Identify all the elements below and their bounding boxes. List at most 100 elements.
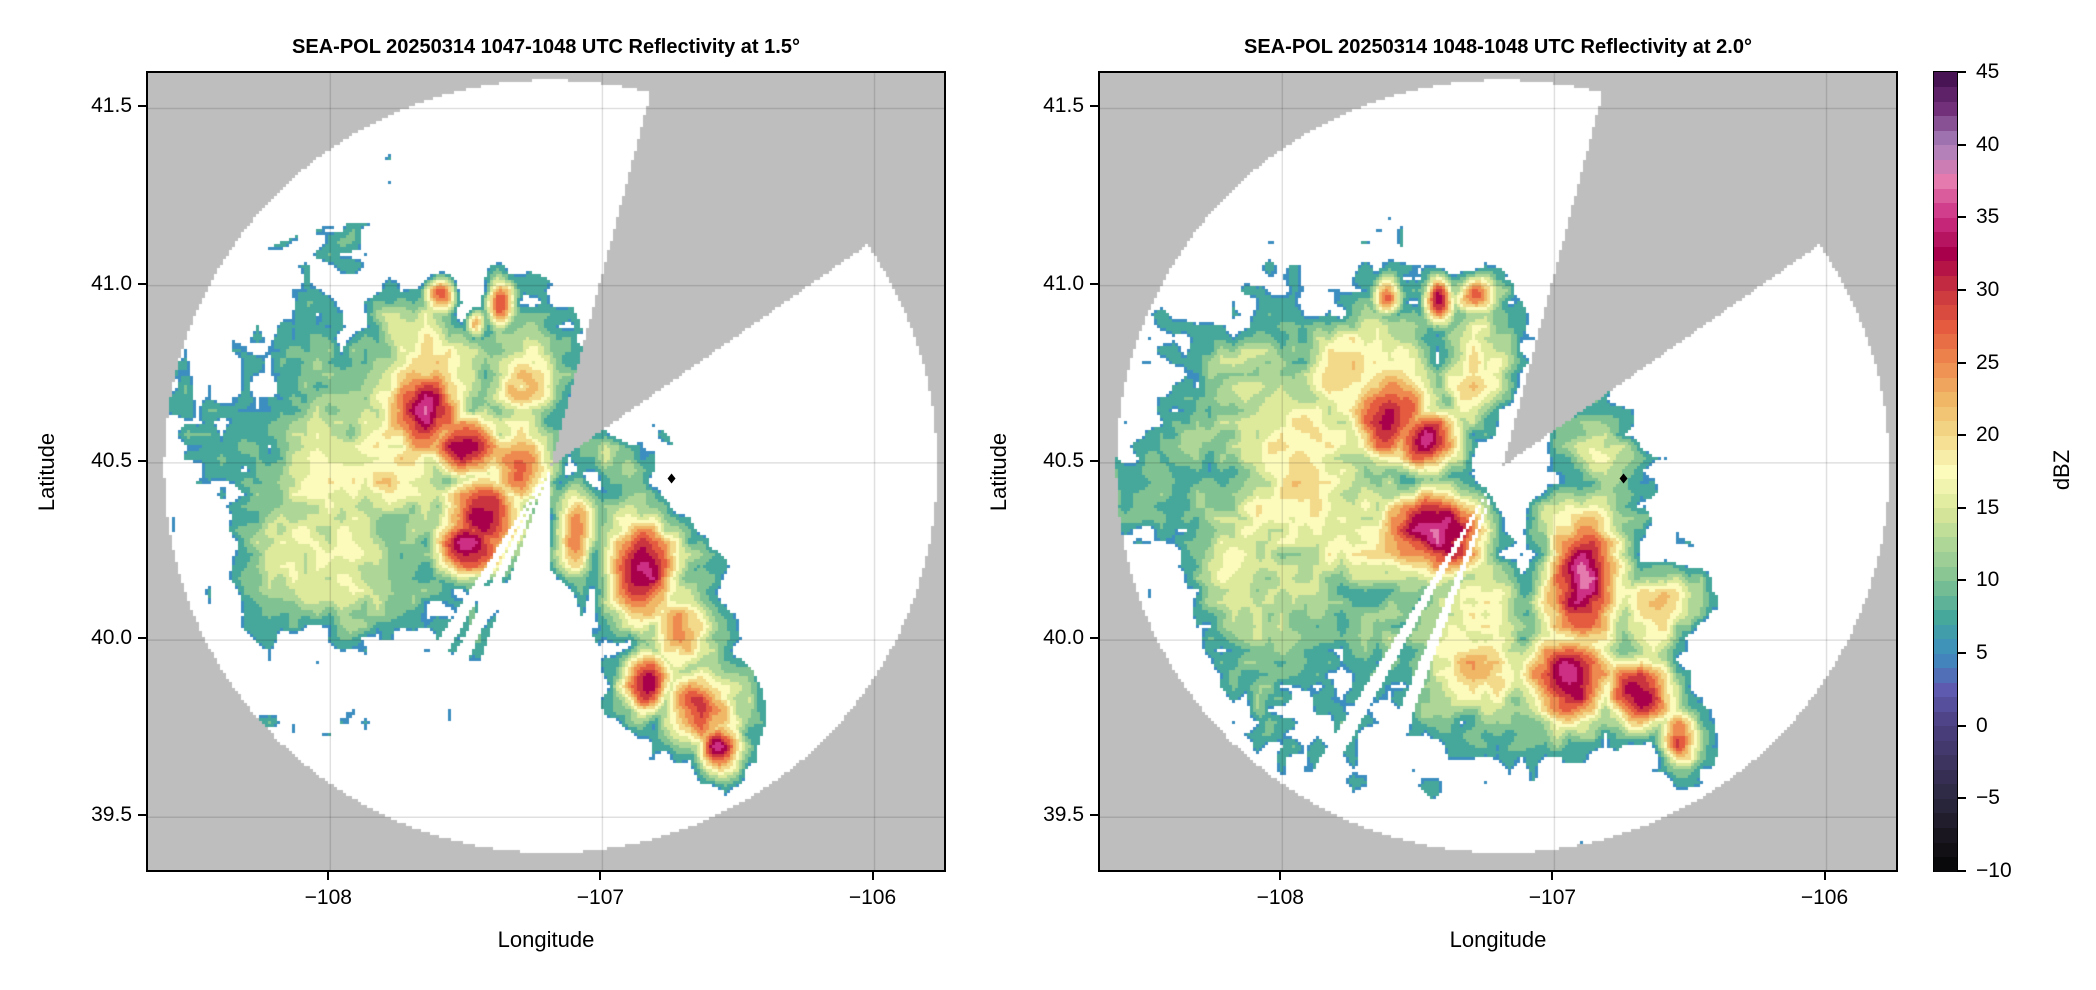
colorbar-segment: [1934, 740, 1957, 756]
colorbar-tick-mark: [1958, 143, 1966, 146]
y-tick-mark: [138, 459, 146, 462]
y-tick-label: 41.5: [91, 94, 132, 118]
colorbar-segment: [1934, 420, 1957, 436]
y-tick-mark: [138, 282, 146, 285]
colorbar-segment: [1934, 159, 1957, 175]
colorbar-segment: [1934, 188, 1957, 204]
y-axis-label: Latitude: [986, 432, 1011, 511]
colorbar-segment: [1934, 725, 1957, 741]
x-tick-mark: [871, 872, 874, 880]
colorbar-segment: [1934, 696, 1957, 712]
x-tick-mark: [1551, 872, 1554, 880]
colorbar-segment: [1934, 289, 1957, 306]
colorbar-tick-label: 20: [1976, 423, 2000, 447]
x-tick-label: −107: [1528, 886, 1577, 909]
colorbar: [1933, 71, 1958, 872]
colorbar-tick-label: 15: [1976, 495, 2000, 519]
grid-overlay: [1100, 73, 1896, 870]
colorbar-tick-mark: [1958, 71, 1966, 73]
colorbar-tick-label: 25: [1976, 350, 2000, 374]
colorbar-tick-mark: [1958, 652, 1966, 655]
x-tick-label: −107: [576, 886, 625, 909]
y-tick-label: 39.5: [91, 803, 132, 827]
colorbar-segment: [1934, 115, 1957, 131]
colorbar-tick-mark: [1958, 870, 1966, 872]
y-tick-mark: [1090, 459, 1098, 462]
colorbar-segment: [1934, 478, 1957, 494]
colorbar-tick-mark: [1958, 797, 1966, 800]
colorbar-segment: [1934, 406, 1957, 422]
colorbar-segment: [1934, 348, 1957, 364]
colorbar-tick-label: 45: [1976, 60, 2000, 83]
y-tick-mark: [1090, 814, 1098, 817]
colorbar-segment: [1934, 522, 1957, 538]
colorbar-segment: [1934, 667, 1957, 683]
colorbar-segment: [1934, 580, 1957, 596]
colorbar-segment: [1934, 304, 1957, 320]
colorbar-segment: [1934, 173, 1957, 189]
colorbar-tick-mark: [1958, 216, 1966, 219]
x-tick-mark: [599, 872, 602, 880]
colorbar-segment: [1934, 754, 1957, 770]
x-tick-label: −108: [1256, 886, 1304, 909]
chart-title: SEA-POL 20250314 1048-1048 UTC Reflectiv…: [1244, 36, 1752, 58]
colorbar-tick-mark: [1958, 579, 1966, 582]
colorbar-segment: [1934, 202, 1957, 218]
colorbar-segment: [1934, 217, 1957, 233]
colorbar-segment: [1934, 827, 1957, 843]
y-axis-label: Latitude: [34, 432, 59, 511]
colorbar-tick-label: 35: [1976, 205, 2000, 229]
colorbar-segment: [1934, 653, 1957, 669]
colorbar-segment: [1934, 333, 1957, 349]
colorbar-segment: [1934, 275, 1957, 291]
colorbar-segment: [1934, 682, 1957, 698]
colorbar-tick-mark: [1958, 434, 1966, 437]
x-tick-label: −106: [1800, 886, 1849, 909]
colorbar-segment: [1934, 798, 1957, 814]
colorbar-segment: [1934, 507, 1957, 523]
colorbar-segment: [1934, 551, 1957, 567]
panel-right: SEA-POL 20250314 1048-1048 UTC Reflectiv…: [952, 0, 1952, 990]
x-tick-mark: [327, 872, 330, 880]
colorbar-tick-label: 40: [1976, 132, 2000, 156]
colorbar-tick-label: 0: [1976, 713, 1988, 737]
x-axis-label: Longitude: [497, 927, 595, 952]
colorbar-segment: [1934, 638, 1957, 654]
colorbar-segment: [1934, 318, 1957, 335]
colorbar-segment: [1934, 565, 1957, 582]
colorbar-segment: [1934, 856, 1957, 872]
colorbar-segment: [1934, 72, 1957, 88]
y-tick-label: 41.5: [1043, 94, 1084, 118]
x-tick-mark: [1279, 872, 1282, 880]
colorbar-segment: [1934, 783, 1957, 799]
y-tick-label: 39.5: [1043, 803, 1084, 827]
marker-diamond: [1619, 473, 1628, 484]
colorbar-segment: [1934, 609, 1957, 625]
x-axis-label: Longitude: [1449, 927, 1547, 952]
grid-overlay: [148, 73, 944, 870]
colorbar-segment: [1934, 711, 1957, 727]
y-tick-label: 40.0: [91, 626, 132, 650]
colorbar-segment: [1934, 536, 1957, 552]
colorbar-segment: [1934, 594, 1957, 611]
y-tick-mark: [1090, 105, 1098, 108]
colorbar-segment: [1934, 493, 1957, 509]
x-tick-mark: [1823, 872, 1826, 880]
colorbar-segment: [1934, 449, 1957, 465]
colorbar-segment: [1934, 624, 1957, 640]
x-tick-label: −108: [304, 886, 352, 909]
colorbar-segment: [1934, 391, 1957, 407]
y-tick-mark: [1090, 282, 1098, 285]
y-tick-label: 40.0: [1043, 626, 1084, 650]
colorbar-tick-mark: [1958, 724, 1966, 727]
colorbar-tick-mark: [1958, 288, 1966, 291]
y-tick-label: 41.0: [91, 271, 132, 295]
colorbar-segment: [1934, 435, 1957, 451]
panel-left: SEA-POL 20250314 1047-1048 UTC Reflectiv…: [0, 0, 1000, 990]
colorbar-segment: [1934, 101, 1957, 117]
colorbar-segment: [1934, 812, 1957, 829]
colorbar-segment: [1934, 464, 1957, 480]
colorbar-segment: [1934, 144, 1957, 160]
colorbar-segment: [1934, 246, 1957, 262]
y-tick-mark: [138, 814, 146, 817]
